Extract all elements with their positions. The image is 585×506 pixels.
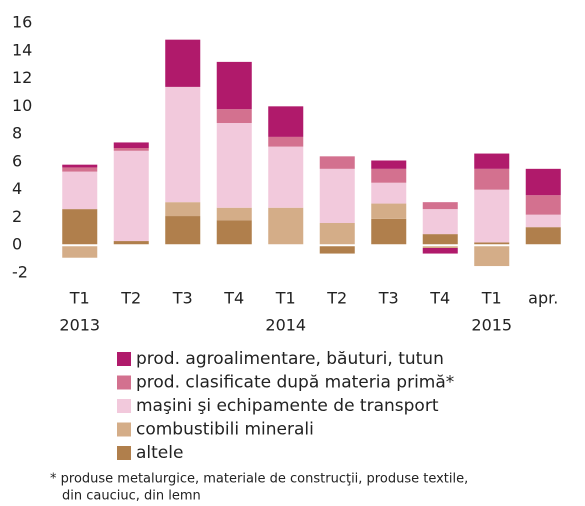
legend-swatch xyxy=(117,446,131,460)
legend-label: altele xyxy=(136,443,183,463)
legend-swatch xyxy=(117,375,131,390)
bar-segment xyxy=(525,227,561,246)
bar-segment xyxy=(113,142,149,148)
bar-segment xyxy=(62,167,98,172)
bar-segment xyxy=(268,207,304,246)
bar-segment xyxy=(62,164,98,168)
bar-segment xyxy=(165,86,201,203)
x-tick-label: T4 xyxy=(429,289,450,308)
bar-segment xyxy=(474,189,510,243)
legend-label: prod. agroalimentare, băuturi, tutun xyxy=(136,349,444,369)
legend-label: maşini şi echipamente de transport xyxy=(136,396,439,416)
x-tick-label: apr. xyxy=(528,289,558,308)
x-tick-label: T3 xyxy=(378,289,399,308)
x-tick-label: T3 xyxy=(172,289,193,308)
x-tick-label: T2 xyxy=(120,289,141,308)
bar-segment xyxy=(422,209,458,235)
bar-segment xyxy=(216,220,252,246)
x-tick-label: T1 xyxy=(481,289,502,308)
bar-segment xyxy=(474,168,510,190)
bar-segment xyxy=(371,203,407,219)
bar-segment xyxy=(216,207,252,221)
bar-segment xyxy=(525,214,561,228)
bar-segment xyxy=(371,182,407,204)
bar-segment xyxy=(319,156,355,169)
bar-segment xyxy=(371,218,407,246)
bar-segment xyxy=(62,209,98,246)
y-tick-label: 8 xyxy=(12,124,22,143)
bar-segment xyxy=(216,123,252,208)
bar-segment xyxy=(62,245,98,258)
y-tick-label: 10 xyxy=(12,96,32,115)
legend-swatch xyxy=(117,422,131,437)
x-tick-label: T1 xyxy=(275,289,296,308)
bar-segment xyxy=(216,61,252,110)
year-label: 2013 xyxy=(59,316,100,335)
x-tick-label: T2 xyxy=(326,289,347,308)
bar-segment xyxy=(268,146,304,208)
bar-segment xyxy=(113,241,149,246)
legend-swatch xyxy=(117,399,131,413)
y-tick-label: -2 xyxy=(12,263,28,282)
bar-segment xyxy=(319,223,355,246)
bar-segment xyxy=(474,153,510,169)
footnote: din cauciuc, din lemn xyxy=(62,489,201,504)
x-tick-label: T1 xyxy=(69,289,90,308)
legend-label: combustibili minerali xyxy=(136,420,314,440)
y-tick-label: 12 xyxy=(12,68,32,87)
bar-segment xyxy=(474,242,510,246)
year-label: 2014 xyxy=(265,316,306,335)
legend-label: prod. clasificate după materia primă* xyxy=(136,373,454,393)
bar-segment xyxy=(165,216,201,246)
bar-segment xyxy=(474,245,510,267)
bar-segment xyxy=(371,160,407,169)
bar-segment xyxy=(216,109,252,123)
bar-segment xyxy=(422,248,458,254)
year-label: 2015 xyxy=(471,316,512,335)
bar-segment xyxy=(165,202,201,217)
bar-segment xyxy=(268,106,304,137)
bar-segment xyxy=(422,245,458,248)
y-tick-label: 2 xyxy=(12,207,22,226)
y-tick-label: 0 xyxy=(12,235,22,254)
bar-segment xyxy=(422,202,458,210)
bar-segment xyxy=(165,39,201,87)
x-tick-label: T4 xyxy=(223,289,244,308)
y-tick-label: 14 xyxy=(12,40,32,59)
bar-segment xyxy=(319,168,355,223)
bar-segment xyxy=(525,168,561,196)
y-tick-label: 4 xyxy=(12,179,22,198)
bar-segment xyxy=(422,234,458,246)
legend-swatch xyxy=(117,352,131,366)
bar-segment xyxy=(113,148,149,151)
bar-segment xyxy=(371,168,407,183)
footnote: * produse metalurgice, materiale de cons… xyxy=(50,472,468,487)
bar-segment xyxy=(525,195,561,215)
bar-segment xyxy=(319,245,355,254)
bar-segment xyxy=(62,171,98,210)
bar-segment xyxy=(268,136,304,147)
y-tick-label: 16 xyxy=(12,13,32,32)
bar-segment xyxy=(113,150,149,242)
y-tick-label: 6 xyxy=(12,151,22,170)
